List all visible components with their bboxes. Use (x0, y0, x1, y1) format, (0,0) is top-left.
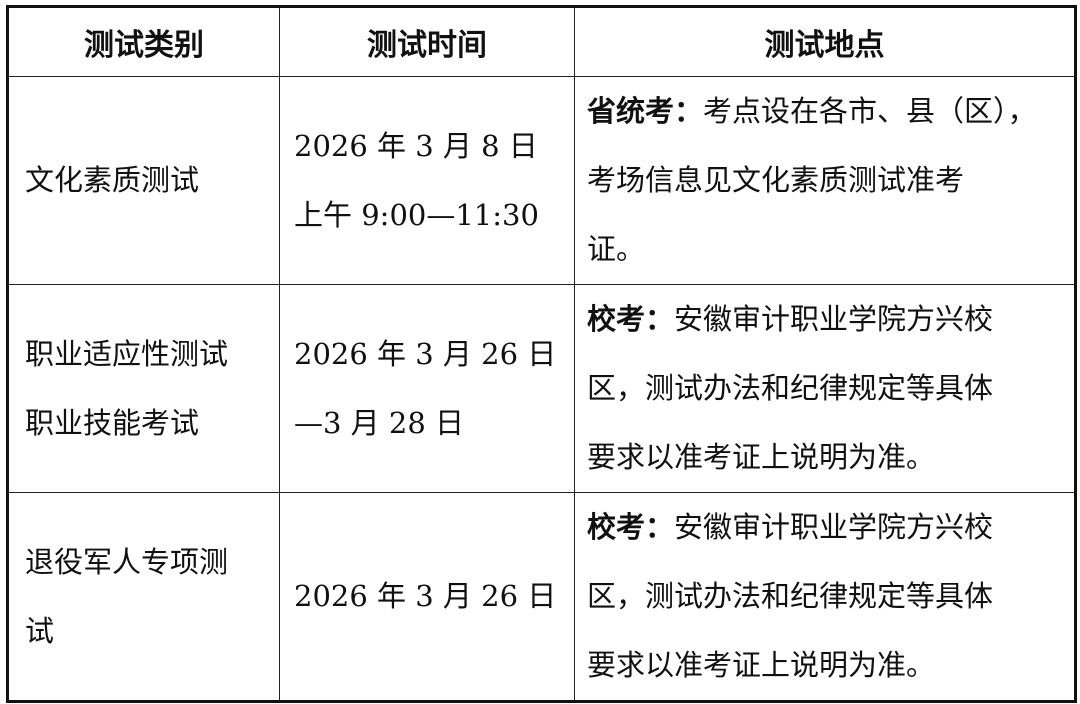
location-text: 要求以准考证上说明为准。 (587, 440, 936, 474)
category-text: 试 (25, 613, 55, 648)
location-cell: 校考：安徽审计职业学院方兴校 区，测试办法和纪律规定等具体 要求以准考证上说明为… (574, 492, 1076, 702)
time-cell: 2026 年 3 月 26 日 (279, 492, 575, 702)
header-time: 测试时间 (279, 6, 575, 77)
time-text: 上午 9:00—11:30 (294, 197, 539, 232)
exam-schedule-table: 测试类别 测试时间 测试地点 文化素质测试 2026 年 3 月 8 日 上午 … (6, 5, 1077, 703)
location-text: 考场信息见文化素质测试准考 (587, 163, 965, 197)
table-row: 文化素质测试 2026 年 3 月 8 日 上午 9:00—11:30 省统考：… (7, 76, 1076, 285)
location-text: 区，测试办法和纪律规定等具体 (587, 579, 994, 613)
category-text: 职业技能考试 (25, 405, 200, 440)
time-text: 2026 年 3 月 8 日 (294, 128, 538, 163)
table-row: 退役军人专项测 试 2026 年 3 月 26 日 校考：安徽审计职业学院方兴校… (7, 492, 1076, 702)
time-text: 2026 年 3 月 26 日 (294, 579, 557, 613)
location-label: 省统考： (587, 94, 704, 128)
location-text: 证。 (587, 232, 646, 266)
time-cell: 2026 年 3 月 8 日 上午 9:00—11:30 (279, 76, 575, 285)
time-text: 2026 年 3 月 26 日 (294, 336, 557, 371)
header-category: 测试类别 (7, 6, 280, 77)
category-text: 职业适应性测试 (25, 336, 229, 371)
location-label: 校考： (587, 302, 675, 336)
location-text: 区，测试办法和纪律规定等具体 (587, 371, 994, 405)
header-row: 测试类别 测试时间 测试地点 (7, 6, 1076, 77)
category-cell: 退役军人专项测 试 (7, 492, 280, 702)
header-location: 测试地点 (574, 6, 1076, 77)
location-cell: 校考：安徽审计职业学院方兴校 区，测试办法和纪律规定等具体 要求以准考证上说明为… (574, 284, 1076, 493)
location-label: 校考： (587, 510, 675, 544)
category-text: 文化素质测试 (25, 163, 200, 197)
location-text: 安徽审计职业学院方兴校 (674, 510, 994, 544)
time-text: —3 月 28 日 (294, 405, 465, 440)
table-row: 职业适应性测试 职业技能考试 2026 年 3 月 26 日 —3 月 28 日… (7, 284, 1076, 493)
category-cell: 职业适应性测试 职业技能考试 (7, 284, 280, 493)
location-text: 安徽审计职业学院方兴校 (674, 302, 994, 336)
time-cell: 2026 年 3 月 26 日 —3 月 28 日 (279, 284, 575, 493)
location-cell: 省统考：考点设在各市、县（区）， 考场信息见文化素质测试准考 证。 (574, 76, 1076, 285)
location-text: 考点设在各市、县（区）， (703, 94, 1037, 128)
category-cell: 文化素质测试 (7, 76, 280, 285)
category-text: 退役军人专项测 (25, 544, 229, 579)
location-text: 要求以准考证上说明为准。 (587, 648, 936, 682)
